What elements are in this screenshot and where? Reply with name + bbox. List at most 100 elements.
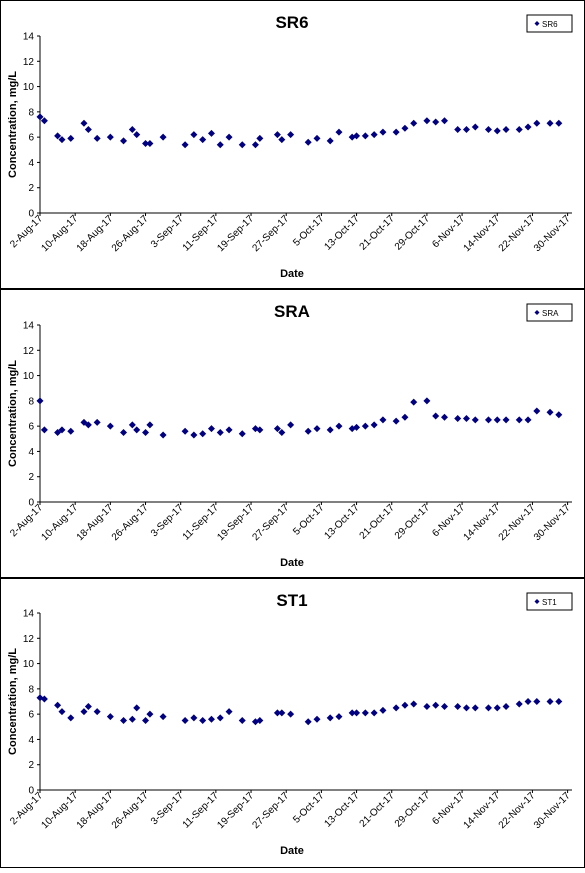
data-point bbox=[335, 422, 343, 430]
data-point bbox=[36, 113, 44, 121]
data-point bbox=[524, 416, 532, 424]
data-point bbox=[159, 713, 167, 721]
data-point bbox=[142, 428, 150, 436]
y-tick-label: 12 bbox=[23, 57, 35, 68]
data-point bbox=[67, 134, 75, 142]
data-point bbox=[225, 133, 233, 141]
data-point bbox=[462, 415, 470, 423]
data-point bbox=[159, 133, 167, 141]
data-point bbox=[546, 119, 554, 127]
y-tick-label: 0 bbox=[28, 498, 34, 509]
data-point bbox=[432, 412, 440, 420]
legend-marker bbox=[534, 599, 540, 604]
chart-title: SRA bbox=[274, 302, 310, 321]
data-point bbox=[401, 413, 409, 421]
data-point bbox=[379, 128, 387, 136]
data-point bbox=[256, 716, 264, 724]
data-point bbox=[379, 416, 387, 424]
data-point bbox=[67, 427, 75, 435]
panel-border bbox=[0, 0, 585, 289]
data-point bbox=[36, 397, 44, 405]
data-point bbox=[392, 417, 400, 425]
y-axis-title: Concentration, mg/L bbox=[7, 360, 19, 467]
data-point bbox=[146, 710, 154, 718]
data-point bbox=[313, 134, 321, 142]
data-point bbox=[67, 714, 75, 722]
data-point bbox=[471, 704, 479, 712]
data-point bbox=[462, 126, 470, 134]
data-point bbox=[207, 129, 215, 137]
data-point bbox=[128, 126, 136, 134]
data-point bbox=[432, 118, 440, 126]
data-point bbox=[392, 704, 400, 712]
data-point bbox=[216, 141, 224, 149]
data-point bbox=[370, 131, 378, 139]
data-point bbox=[133, 704, 141, 712]
data-point bbox=[58, 708, 66, 716]
data-point bbox=[106, 422, 114, 430]
data-point bbox=[555, 698, 563, 705]
data-point bbox=[142, 716, 150, 724]
data-point bbox=[471, 416, 479, 424]
data-point bbox=[216, 714, 224, 722]
data-point bbox=[361, 422, 369, 430]
data-point bbox=[471, 123, 479, 131]
data-point bbox=[190, 131, 198, 139]
data-point bbox=[287, 710, 295, 718]
data-point bbox=[199, 136, 207, 144]
data-point bbox=[181, 427, 189, 435]
data-point bbox=[326, 714, 334, 722]
data-point bbox=[335, 713, 343, 721]
data-point bbox=[555, 411, 563, 419]
data-point bbox=[58, 136, 66, 144]
data-point bbox=[225, 426, 233, 434]
y-tick-label: 14 bbox=[23, 321, 35, 332]
data-point bbox=[80, 119, 88, 127]
y-tick-label: 4 bbox=[28, 447, 34, 458]
data-point bbox=[278, 709, 286, 717]
data-point bbox=[304, 718, 312, 726]
data-point bbox=[128, 421, 136, 429]
y-axis-title: Concentration, mg/L bbox=[7, 648, 19, 755]
data-point bbox=[515, 700, 523, 708]
data-point bbox=[181, 141, 189, 149]
data-point bbox=[181, 716, 189, 724]
data-point bbox=[484, 704, 492, 712]
data-point bbox=[502, 126, 510, 134]
data-point bbox=[40, 117, 48, 125]
data-point bbox=[93, 418, 101, 426]
data-point bbox=[555, 119, 563, 127]
data-point bbox=[120, 716, 128, 724]
data-point bbox=[190, 431, 198, 439]
y-tick-label: 6 bbox=[28, 710, 34, 721]
legend-marker bbox=[534, 21, 540, 26]
data-point bbox=[146, 421, 154, 429]
data-point bbox=[128, 715, 136, 723]
data-point bbox=[54, 701, 62, 709]
y-tick-label: 2 bbox=[28, 760, 34, 771]
chart-panel-2: SRA024681012142-Aug-1710-Aug-1718-Aug-17… bbox=[0, 289, 585, 578]
data-point bbox=[462, 704, 470, 712]
y-tick-label: 8 bbox=[28, 396, 34, 407]
legend-box bbox=[526, 14, 573, 33]
legend-marker bbox=[534, 310, 540, 315]
data-point bbox=[93, 708, 101, 716]
data-point bbox=[379, 706, 387, 714]
chart-panel-3: ST1024681012142-Aug-1710-Aug-1718-Aug-17… bbox=[0, 578, 585, 868]
data-point bbox=[278, 428, 286, 436]
data-point bbox=[401, 701, 409, 709]
y-tick-label: 10 bbox=[23, 371, 35, 382]
data-point bbox=[353, 132, 361, 140]
legend-box bbox=[526, 303, 573, 322]
y-tick-label: 2 bbox=[28, 183, 34, 194]
y-axis-title: Concentration, mg/L bbox=[7, 71, 19, 178]
data-point bbox=[304, 138, 312, 146]
y-tick-label: 8 bbox=[28, 684, 34, 695]
data-point bbox=[313, 425, 321, 433]
data-point bbox=[199, 716, 207, 724]
data-point bbox=[159, 431, 167, 439]
chart-title: ST1 bbox=[276, 591, 307, 610]
data-point bbox=[454, 126, 462, 134]
data-point bbox=[533, 407, 541, 415]
